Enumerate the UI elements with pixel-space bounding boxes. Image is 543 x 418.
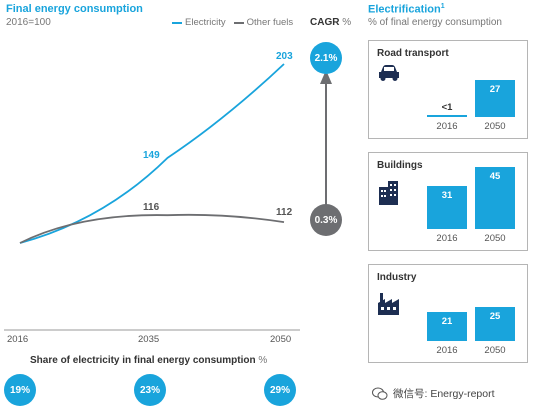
bar-road-transport-2050 [475, 79, 515, 117]
share-title: Share of electricity in final energy con… [30, 355, 267, 366]
line-chart-title: Final energy consumption [6, 3, 143, 15]
wechat-icon [372, 387, 388, 400]
electrification-subtitle: % of final energy consumption [368, 17, 502, 28]
cagr-heading-text: CAGR [310, 17, 340, 28]
cat-road-transport-2050: 2050 [484, 121, 506, 132]
electrification-title-text: Electrification [368, 3, 441, 16]
cagr-heading: CAGR % [310, 17, 351, 28]
cat-buildings-2050: 2050 [484, 233, 506, 244]
share-badge-2016: 19% [4, 374, 36, 406]
car-icon [379, 65, 399, 81]
share-badge-2035: 23% [134, 374, 166, 406]
factory-icon [378, 293, 399, 315]
legend-other-fuels-swatch [233, 21, 244, 24]
cagr-arrow-head [320, 70, 332, 84]
electrification-title: Electrification1 [368, 3, 445, 16]
cat-industry-2016: 2016 [436, 345, 458, 356]
share-badge-2050: 29% [264, 374, 296, 406]
cat-road-transport-2016: 2016 [436, 121, 458, 132]
data-label-electricity-2050: 203 [276, 51, 293, 62]
bar-label-buildings-2016: 31 [441, 190, 453, 202]
cat-buildings-2016: 2016 [436, 233, 458, 244]
legend-other-fuels-label: Other fuels [246, 17, 294, 28]
bar-label-industry-2050: 25 [489, 310, 501, 322]
watermark: 微信号: Energy-report [372, 386, 495, 401]
legend-electricity-swatch [172, 21, 182, 24]
bar-industry-2016 [427, 312, 467, 341]
data-label-other-fuels-2035: 116 [143, 202, 160, 213]
line-chart-subtitle: 2016=100 [6, 17, 51, 28]
panel-title-industry: Industry [377, 272, 417, 283]
legend: Electricity Other fuels [172, 17, 293, 28]
bar-label-buildings-2050: 45 [489, 171, 501, 182]
watermark-text: 微信号: Energy-report [393, 388, 495, 400]
panel-title-buildings: Buildings [377, 160, 423, 171]
electrification-footnote-mark: 1 [440, 3, 445, 10]
buildings-icon [379, 181, 398, 205]
panel-industry: Industry 21 25 2016 2050 [368, 264, 528, 363]
line-chart [4, 63, 332, 331]
bar-label-road-transport-2016: <1 [441, 102, 453, 113]
x-tick-2016: 2016 [7, 334, 29, 345]
data-label-other-fuels-2050: 112 [276, 207, 293, 218]
share-title-unit: % [258, 355, 268, 366]
bar-buildings-2050 [475, 167, 515, 229]
bar-label-road-transport-2050: 27 [489, 83, 501, 95]
cagr-other-fuels-badge: 0.3% [310, 204, 342, 236]
bar-road-transport-2016 [427, 115, 467, 117]
panel-buildings: Buildings 31 45 2016 2050 [368, 152, 528, 251]
bar-label-industry-2016: 21 [441, 316, 453, 328]
cat-industry-2050: 2050 [484, 345, 506, 356]
bar-industry-2050 [475, 306, 515, 341]
x-tick-2035: 2035 [138, 334, 160, 345]
cagr-electricity-badge: 2.1% [310, 42, 342, 74]
bar-buildings-2016 [427, 186, 467, 229]
legend-electricity-label: Electricity [185, 17, 226, 28]
other-fuels-line [19, 213, 285, 244]
data-label-electricity-2035: 149 [143, 150, 160, 161]
panel-title-road-transport: Road transport [377, 48, 449, 59]
share-title-text: Share of electricity in final energy con… [30, 355, 256, 366]
cagr-heading-unit: % [342, 17, 352, 28]
panel-road-transport: Road transport <1 27 2016 2050 [368, 40, 528, 139]
x-tick-2050: 2050 [270, 334, 292, 345]
